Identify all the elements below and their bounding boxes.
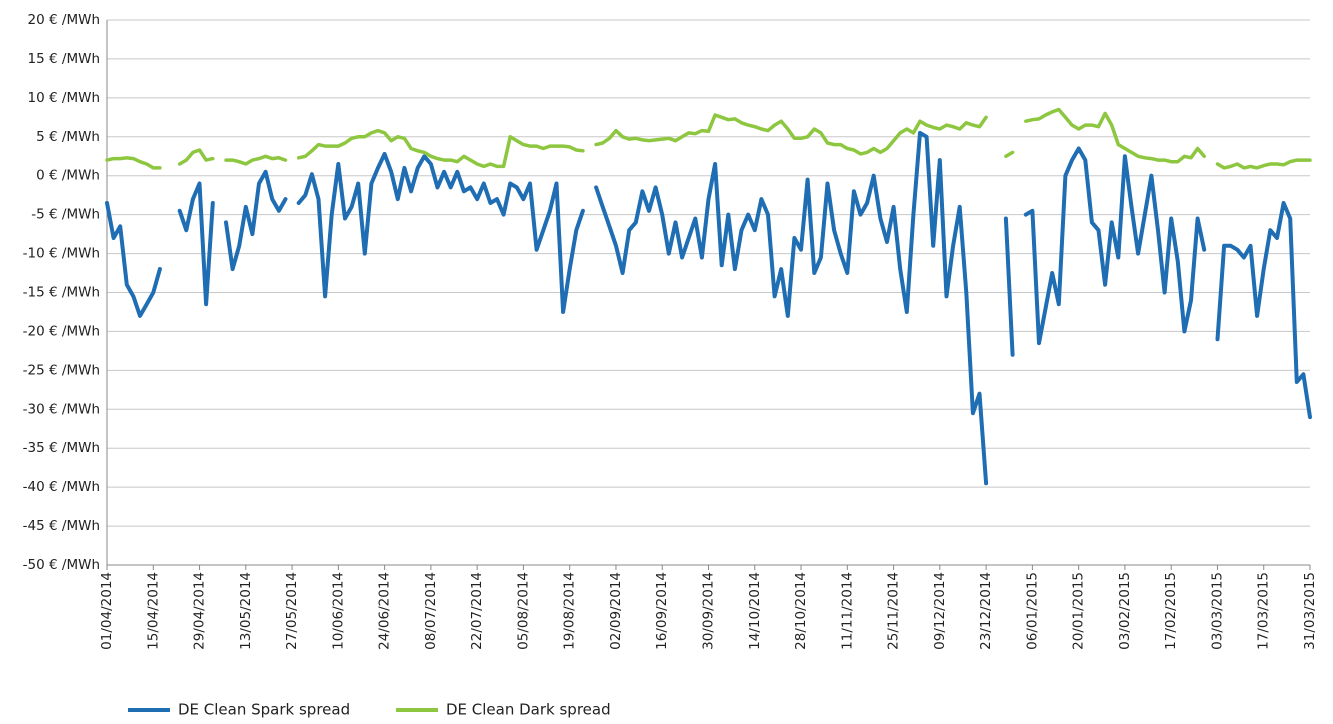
x-tick-label: 15/04/2014 bbox=[145, 572, 161, 650]
x-tick-label: 17/03/2015 bbox=[1256, 572, 1272, 650]
x-tick-label: 10/06/2014 bbox=[330, 572, 346, 650]
legend-label: DE Clean Dark spread bbox=[446, 701, 611, 719]
x-tick-label: 01/04/2014 bbox=[99, 572, 115, 650]
y-tick-label: 10 € /MWh bbox=[28, 90, 100, 106]
x-tick-label: 31/03/2015 bbox=[1302, 572, 1318, 650]
x-tick-label: 14/10/2014 bbox=[747, 572, 763, 650]
x-tick-label: 06/01/2015 bbox=[1024, 572, 1040, 650]
y-tick-label: 0 € /MWh bbox=[36, 168, 100, 184]
x-tick-label: 03/03/2015 bbox=[1209, 572, 1225, 650]
x-tick-label: 30/09/2014 bbox=[701, 572, 717, 650]
legend-label: DE Clean Spark spread bbox=[178, 701, 350, 719]
x-tick-label: 09/12/2014 bbox=[932, 572, 948, 650]
x-tick-label: 28/10/2014 bbox=[793, 572, 809, 650]
y-tick-label: -15 € /MWh bbox=[23, 285, 100, 301]
x-tick-label: 17/02/2015 bbox=[1163, 572, 1179, 650]
y-tick-label: -45 € /MWh bbox=[23, 518, 100, 534]
y-tick-label: -30 € /MWh bbox=[23, 401, 100, 417]
y-tick-label: 15 € /MWh bbox=[28, 51, 100, 67]
x-tick-label: 19/08/2014 bbox=[562, 572, 578, 650]
series-line bbox=[105, 107, 1312, 170]
y-tick-label: -40 € /MWh bbox=[23, 479, 100, 495]
x-tick-label: 24/06/2014 bbox=[377, 572, 393, 650]
x-tick-label: 22/07/2014 bbox=[469, 572, 485, 650]
x-tick-label: 25/11/2014 bbox=[886, 572, 902, 650]
x-tick-label: 03/02/2015 bbox=[1117, 572, 1133, 650]
series-line bbox=[105, 130, 1312, 486]
x-tick-label: 02/09/2014 bbox=[608, 572, 624, 650]
y-tick-label: -5 € /MWh bbox=[31, 207, 100, 223]
y-tick-label: -50 € /MWh bbox=[23, 557, 100, 573]
x-tick-label: 20/01/2015 bbox=[1071, 572, 1087, 650]
x-tick-label: 11/11/2014 bbox=[839, 572, 855, 650]
x-tick-label: 23/12/2014 bbox=[978, 572, 994, 650]
x-tick-label: 05/08/2014 bbox=[515, 572, 531, 650]
y-tick-label: -35 € /MWh bbox=[23, 440, 100, 456]
y-tick-label: 20 € /MWh bbox=[28, 12, 100, 28]
y-tick-label: 5 € /MWh bbox=[36, 129, 100, 145]
x-tick-label: 13/05/2014 bbox=[238, 572, 254, 650]
y-tick-label: -20 € /MWh bbox=[23, 323, 100, 339]
y-tick-label: -25 € /MWh bbox=[23, 362, 100, 378]
x-tick-label: 29/04/2014 bbox=[192, 572, 208, 650]
x-tick-label: 27/05/2014 bbox=[284, 572, 300, 650]
x-tick-label: 08/07/2014 bbox=[423, 572, 439, 650]
y-tick-label: -10 € /MWh bbox=[23, 246, 100, 262]
x-tick-label: 16/09/2014 bbox=[654, 572, 670, 650]
